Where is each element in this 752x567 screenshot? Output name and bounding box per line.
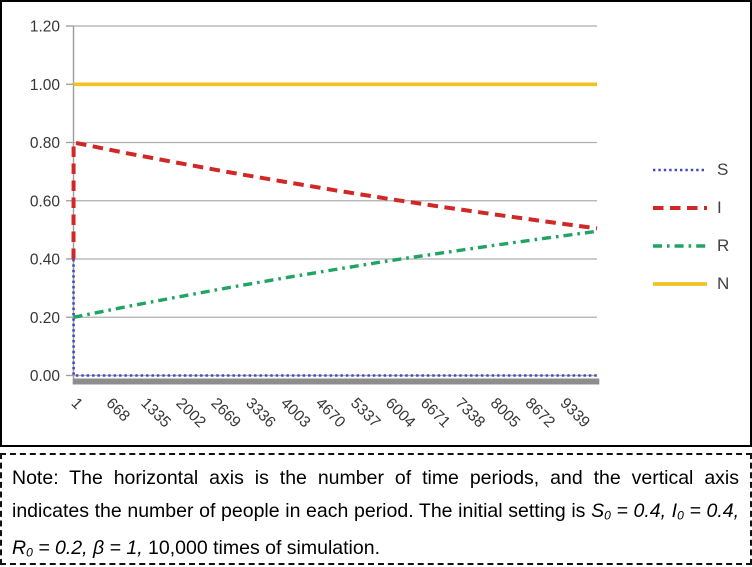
x-tick-label: 8672 bbox=[522, 395, 558, 431]
x-tick-label: 1 bbox=[68, 395, 86, 413]
note-parameter: = 0.2, bbox=[32, 536, 93, 559]
note-parameter: R bbox=[12, 536, 27, 559]
x-tick-label: 6671 bbox=[417, 395, 453, 431]
x-tick-label: 9339 bbox=[557, 395, 593, 431]
y-tick-label: 1.20 bbox=[30, 19, 61, 36]
note-parameter: = 0.4, bbox=[683, 499, 740, 522]
note-parameter: 0 bbox=[26, 545, 33, 560]
series-line-i bbox=[71, 140, 598, 260]
note-parameter: 0 bbox=[677, 508, 684, 523]
x-tick-label: 1335 bbox=[137, 395, 173, 431]
note-parameter: 0 bbox=[604, 508, 611, 523]
note-parameter: S bbox=[591, 499, 605, 522]
note-parameter: I bbox=[671, 499, 678, 522]
legend-swatch-n bbox=[653, 281, 707, 286]
legend-item-r: R bbox=[652, 234, 729, 257]
x-tick-label: 7338 bbox=[452, 395, 488, 431]
x-tick-label: 6004 bbox=[382, 395, 419, 432]
legend-label-r: R bbox=[717, 235, 730, 255]
note-parameter: = 0.4, bbox=[610, 499, 672, 522]
y-tick-label: 0.20 bbox=[30, 310, 61, 327]
legend-item-s: S bbox=[652, 158, 729, 181]
x-tick-label: 5337 bbox=[347, 395, 383, 431]
y-tick-label: 0.00 bbox=[30, 368, 61, 385]
y-tick-label: 0.60 bbox=[30, 193, 61, 210]
note-parameter: β = 1, bbox=[92, 536, 143, 559]
x-tick-label: 3336 bbox=[242, 395, 278, 431]
x-tick-label: 8005 bbox=[487, 395, 523, 431]
legend-item-n: N bbox=[652, 272, 729, 295]
x-tick-label: 4003 bbox=[277, 395, 313, 431]
legend-label-s: S bbox=[717, 159, 729, 179]
note-text: Note: The horizontal axis is the number … bbox=[2, 455, 750, 567]
legend-swatch-i bbox=[653, 205, 707, 210]
chart-panel: 0.00 0.20 0.40 0.60 0.80 1.00 1.20 1 668 1335 2002… bbox=[0, 0, 752, 447]
note-box: Note: The horizontal axis is the number … bbox=[0, 453, 752, 565]
y-tick-label: 0.40 bbox=[30, 252, 61, 269]
y-tick-label: 0.80 bbox=[30, 135, 61, 152]
legend-swatch-r bbox=[653, 243, 707, 248]
sir-line-chart: 0.00 0.20 0.40 0.60 0.80 1.00 1.20 1 668 13352002… bbox=[30, 19, 600, 432]
series-line-r bbox=[73, 229, 598, 319]
x-tick-label: 4670 bbox=[312, 395, 349, 432]
x-axis-bar bbox=[72, 378, 600, 385]
x-tick-label: 2669 bbox=[207, 395, 243, 431]
x-tick-label: 668 bbox=[103, 395, 133, 425]
legend-swatch-s bbox=[653, 168, 707, 171]
note-segment: Note: The horizontal axis is the number … bbox=[12, 467, 739, 522]
legend-item-i: I bbox=[652, 196, 729, 219]
legend-label-i: I bbox=[717, 197, 722, 217]
y-tick-label: 1.00 bbox=[30, 77, 61, 94]
legend-label-n: N bbox=[717, 273, 730, 293]
x-tick-label: 2002 bbox=[172, 395, 208, 431]
note-segment: 10,000 times of simulation. bbox=[142, 536, 380, 559]
series-line-s bbox=[72, 258, 597, 377]
